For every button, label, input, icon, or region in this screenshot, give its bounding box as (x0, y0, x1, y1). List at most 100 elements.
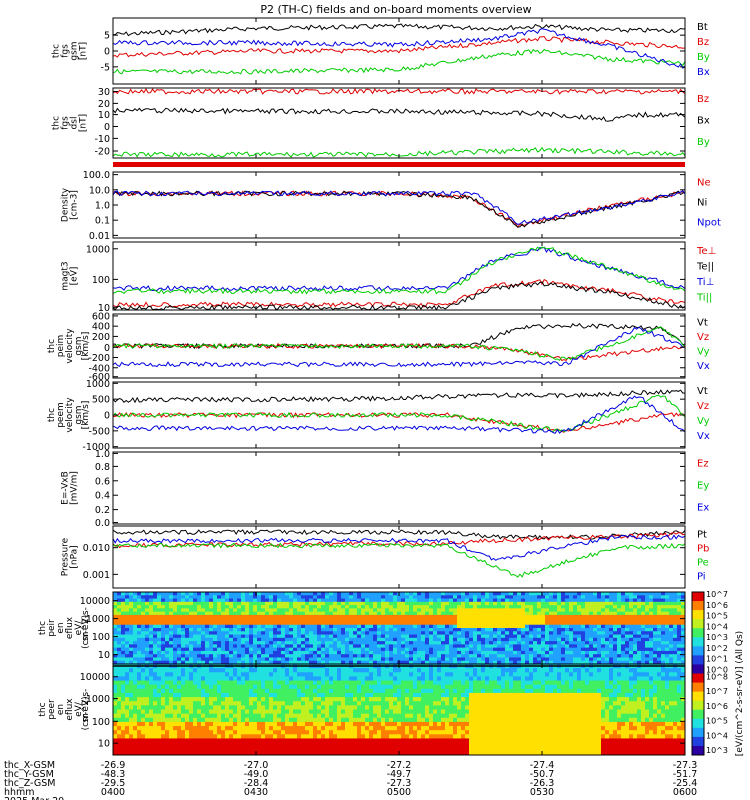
spectrogram-cell (341, 657, 346, 662)
spectrogram-cell (597, 637, 602, 642)
spectrogram-cell (673, 614, 678, 619)
spectrogram-cell (337, 726, 342, 731)
spectrogram-cell (597, 621, 602, 626)
spectrogram-cell (581, 644, 586, 649)
spectrogram-cell (333, 618, 338, 623)
spectrogram-cell (501, 605, 506, 609)
spectrogram-cell (481, 621, 486, 626)
spectrogram-cell (453, 631, 458, 636)
spectrogram-cell (373, 730, 378, 735)
spectrogram-cell (605, 631, 610, 636)
spectrogram-cell (341, 726, 346, 731)
spectrogram-cell (377, 628, 382, 632)
spectrogram-cell (345, 637, 350, 642)
spectrogram-cell (273, 657, 278, 662)
spectrogram-cell (309, 734, 314, 740)
spectrogram-cell (113, 734, 118, 740)
spectrogram-cell (181, 621, 186, 626)
spectrogram-cell (161, 738, 166, 744)
spectrogram-cell (381, 647, 386, 652)
spectrogram-cell (465, 644, 470, 649)
spectrogram-cell (249, 592, 254, 596)
spectrogram-cell (337, 668, 342, 673)
spectrogram-cell (249, 672, 254, 678)
spectrogram-cell (517, 634, 522, 639)
spectrogram-cell (233, 750, 238, 755)
spectrogram-cell (385, 668, 390, 673)
spectrogram-cell (221, 676, 226, 682)
spectrogram-cell (145, 688, 150, 694)
spectrogram-cell (121, 746, 126, 752)
spectrogram-cell (353, 721, 358, 727)
spectrogram-cell (181, 605, 186, 609)
spectrogram-cell (313, 730, 318, 735)
spectrogram-cell (505, 650, 510, 655)
spectrogram-cell (153, 726, 158, 731)
spectrogram-cell (453, 614, 458, 619)
spectrogram-cell (281, 709, 286, 715)
spectrogram-cell (181, 738, 186, 744)
spectrogram-cell (237, 631, 242, 636)
spectrogram-cell (477, 644, 482, 649)
spectrogram-cell (297, 634, 302, 639)
spectrogram-cell (449, 614, 454, 619)
spectrogram-cell (549, 598, 554, 603)
spectrogram-cell (437, 601, 442, 606)
spectrogram-cell (457, 611, 462, 616)
spectrogram-cell (141, 624, 146, 629)
spectrogram-cell (437, 614, 442, 619)
spectrogram-cell (357, 611, 362, 616)
spectrogram-cell (265, 721, 270, 727)
spectrogram-cell (209, 742, 214, 748)
spectrogram-cell (209, 628, 214, 632)
spectrogram-cell (473, 618, 478, 623)
spectrogram-cell (441, 634, 446, 639)
spectrogram-cell (305, 705, 310, 711)
spectrogram-cell (241, 726, 246, 731)
spectrogram-cell (169, 688, 174, 694)
spectrogram-cell (513, 657, 518, 662)
spectrogram-cell (361, 637, 366, 642)
spectrogram-cell (565, 654, 570, 659)
spectrogram-cell (145, 726, 150, 731)
spectrogram-cell (625, 631, 630, 636)
spectrogram-cell (485, 657, 490, 662)
spectrogram-cell (521, 634, 526, 639)
spectrogram-cell (601, 650, 606, 655)
spectrogram-cell (221, 650, 226, 655)
spectrogram-cell (505, 628, 510, 632)
legend-entry: Ni (697, 198, 707, 209)
spectrogram-cell (681, 641, 685, 645)
spectrogram-cell (445, 592, 450, 596)
spectrogram-cell (269, 680, 274, 686)
spectrogram-cell (493, 611, 498, 616)
spectrogram-cell (321, 657, 326, 662)
spectrogram-cell (297, 621, 302, 626)
spectrogram-cell (201, 601, 206, 606)
spectrogram-cell (433, 621, 438, 626)
spectrogram-cell (561, 660, 566, 664)
spectrogram-cell (249, 734, 254, 740)
spectrogram-cell (113, 746, 118, 752)
spectrogram-cell (457, 621, 462, 626)
spectrogram-cell (165, 750, 170, 755)
spectrogram-cell (473, 614, 478, 619)
spectrogram-cell (469, 592, 474, 596)
spectrogram-cell (541, 660, 546, 664)
spectrogram-cell (361, 611, 366, 616)
spectrogram-cell (353, 676, 358, 682)
spectrogram-cell (185, 660, 190, 664)
spectrogram-cell (257, 730, 262, 735)
spectrogram-cell (333, 637, 338, 642)
spectrogram-cell (241, 595, 246, 600)
spectrogram-cell (241, 650, 246, 655)
spectrogram-cell (249, 705, 254, 711)
spectrogram-cell (161, 717, 166, 723)
spectrogram-cell (657, 650, 662, 655)
spectrogram-cell (213, 598, 218, 603)
spectrogram-cell (601, 608, 606, 613)
spectrogram-cell (125, 705, 130, 711)
spectrogram-cell (225, 713, 230, 719)
spectrogram-cell (573, 654, 578, 659)
spectrogram-cell (257, 608, 262, 613)
